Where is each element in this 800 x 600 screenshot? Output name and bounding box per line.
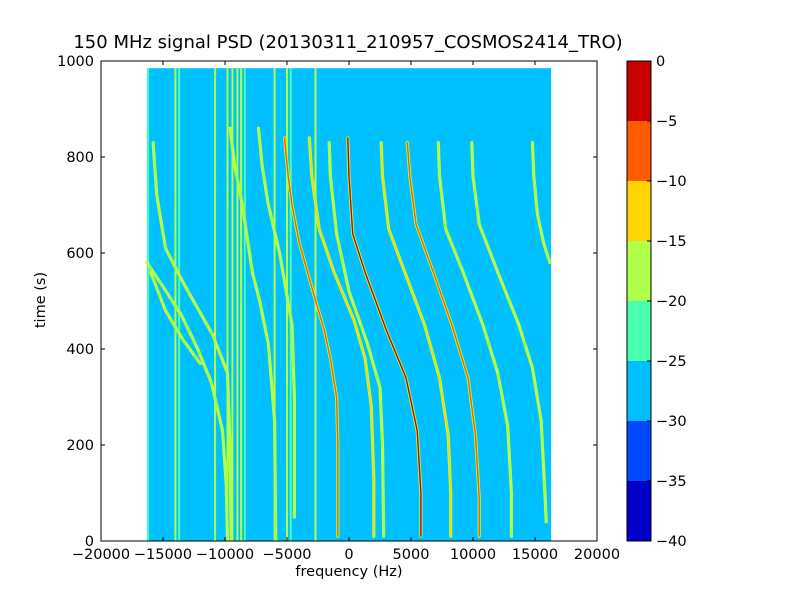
colorbar-segment-2 bbox=[627, 361, 651, 421]
x-tick-label: −10000 bbox=[196, 547, 254, 563]
trace-8 bbox=[347, 137, 422, 537]
y-tick-label: 200 bbox=[66, 438, 94, 454]
y-tick-label: 1000 bbox=[57, 54, 94, 70]
colorbar-tick-label: −30 bbox=[656, 414, 687, 430]
x-tick-label: −20000 bbox=[72, 547, 130, 563]
trace-9 bbox=[380, 141, 452, 537]
trace-halo-2 bbox=[149, 270, 202, 365]
colorbar-tick-label: −5 bbox=[656, 114, 677, 130]
plot-frame bbox=[100, 60, 598, 542]
colorbar-tick-label: −20 bbox=[656, 294, 687, 310]
trace-10 bbox=[406, 141, 480, 537]
axes-layer: −20000 −15000 −10000 −5000 0 5000 10000 15000 20… bbox=[57, 54, 620, 563]
y-tick-label: 800 bbox=[66, 150, 94, 166]
colorbar-tick-label: −25 bbox=[656, 354, 687, 370]
colorbar-tick-label: −40 bbox=[656, 534, 687, 550]
colorbar-tick-label: 0 bbox=[656, 54, 665, 70]
colorbar-segment-6 bbox=[627, 121, 651, 181]
y-tick-label: 0 bbox=[85, 534, 94, 550]
x-tick-label: −5000 bbox=[262, 547, 311, 563]
plot-area: −20000 −15000 −10000 −5000 0 5000 10000 15000 20… bbox=[57, 54, 620, 563]
trace-halo-1 bbox=[145, 261, 230, 541]
x-tick-label: −15000 bbox=[134, 547, 192, 563]
chart-title: 150 MHz signal PSD (20130311_210957_COSM… bbox=[73, 32, 622, 53]
x-tick-label: 0 bbox=[344, 547, 353, 563]
heatmap-layer bbox=[145, 68, 552, 541]
x-tick-label: 20000 bbox=[574, 547, 620, 563]
trace-halo-12 bbox=[470, 141, 548, 524]
trace-halo-3 bbox=[228, 126, 278, 541]
colorbar-tick-label: −35 bbox=[656, 474, 687, 490]
colorbar-tick-label: −15 bbox=[656, 234, 687, 250]
colorbar-segment-7 bbox=[627, 61, 651, 121]
y-axis-label: time (s) bbox=[33, 272, 49, 328]
trace-halo-11 bbox=[436, 141, 513, 538]
colorbar-segment-4 bbox=[627, 241, 651, 301]
x-tick-label: 5000 bbox=[393, 547, 430, 563]
colorbar-tick-label: −10 bbox=[656, 174, 687, 190]
colorbar-segment-3 bbox=[627, 301, 651, 361]
x-tick-label: 15000 bbox=[512, 547, 558, 563]
trace-halo-4 bbox=[256, 126, 296, 519]
colorbar-segment-5 bbox=[627, 181, 651, 241]
x-axis-label: frequency (Hz) bbox=[295, 564, 402, 580]
trace-halo-7 bbox=[327, 141, 386, 538]
x-tick-label: 10000 bbox=[450, 547, 496, 563]
colorbar-segment-0 bbox=[627, 481, 651, 541]
y-tick-label: 400 bbox=[66, 342, 94, 358]
colorbar-segment-1 bbox=[627, 421, 651, 481]
trace-halo-0 bbox=[151, 141, 233, 541]
y-tick-label: 600 bbox=[66, 246, 94, 262]
trace-6 bbox=[308, 137, 375, 537]
trace-halo-13 bbox=[530, 141, 552, 265]
colorbar: −40 −35 −30 −25 −20 −15 −10 −5 0 bbox=[626, 54, 687, 550]
trace-5 bbox=[283, 137, 339, 537]
